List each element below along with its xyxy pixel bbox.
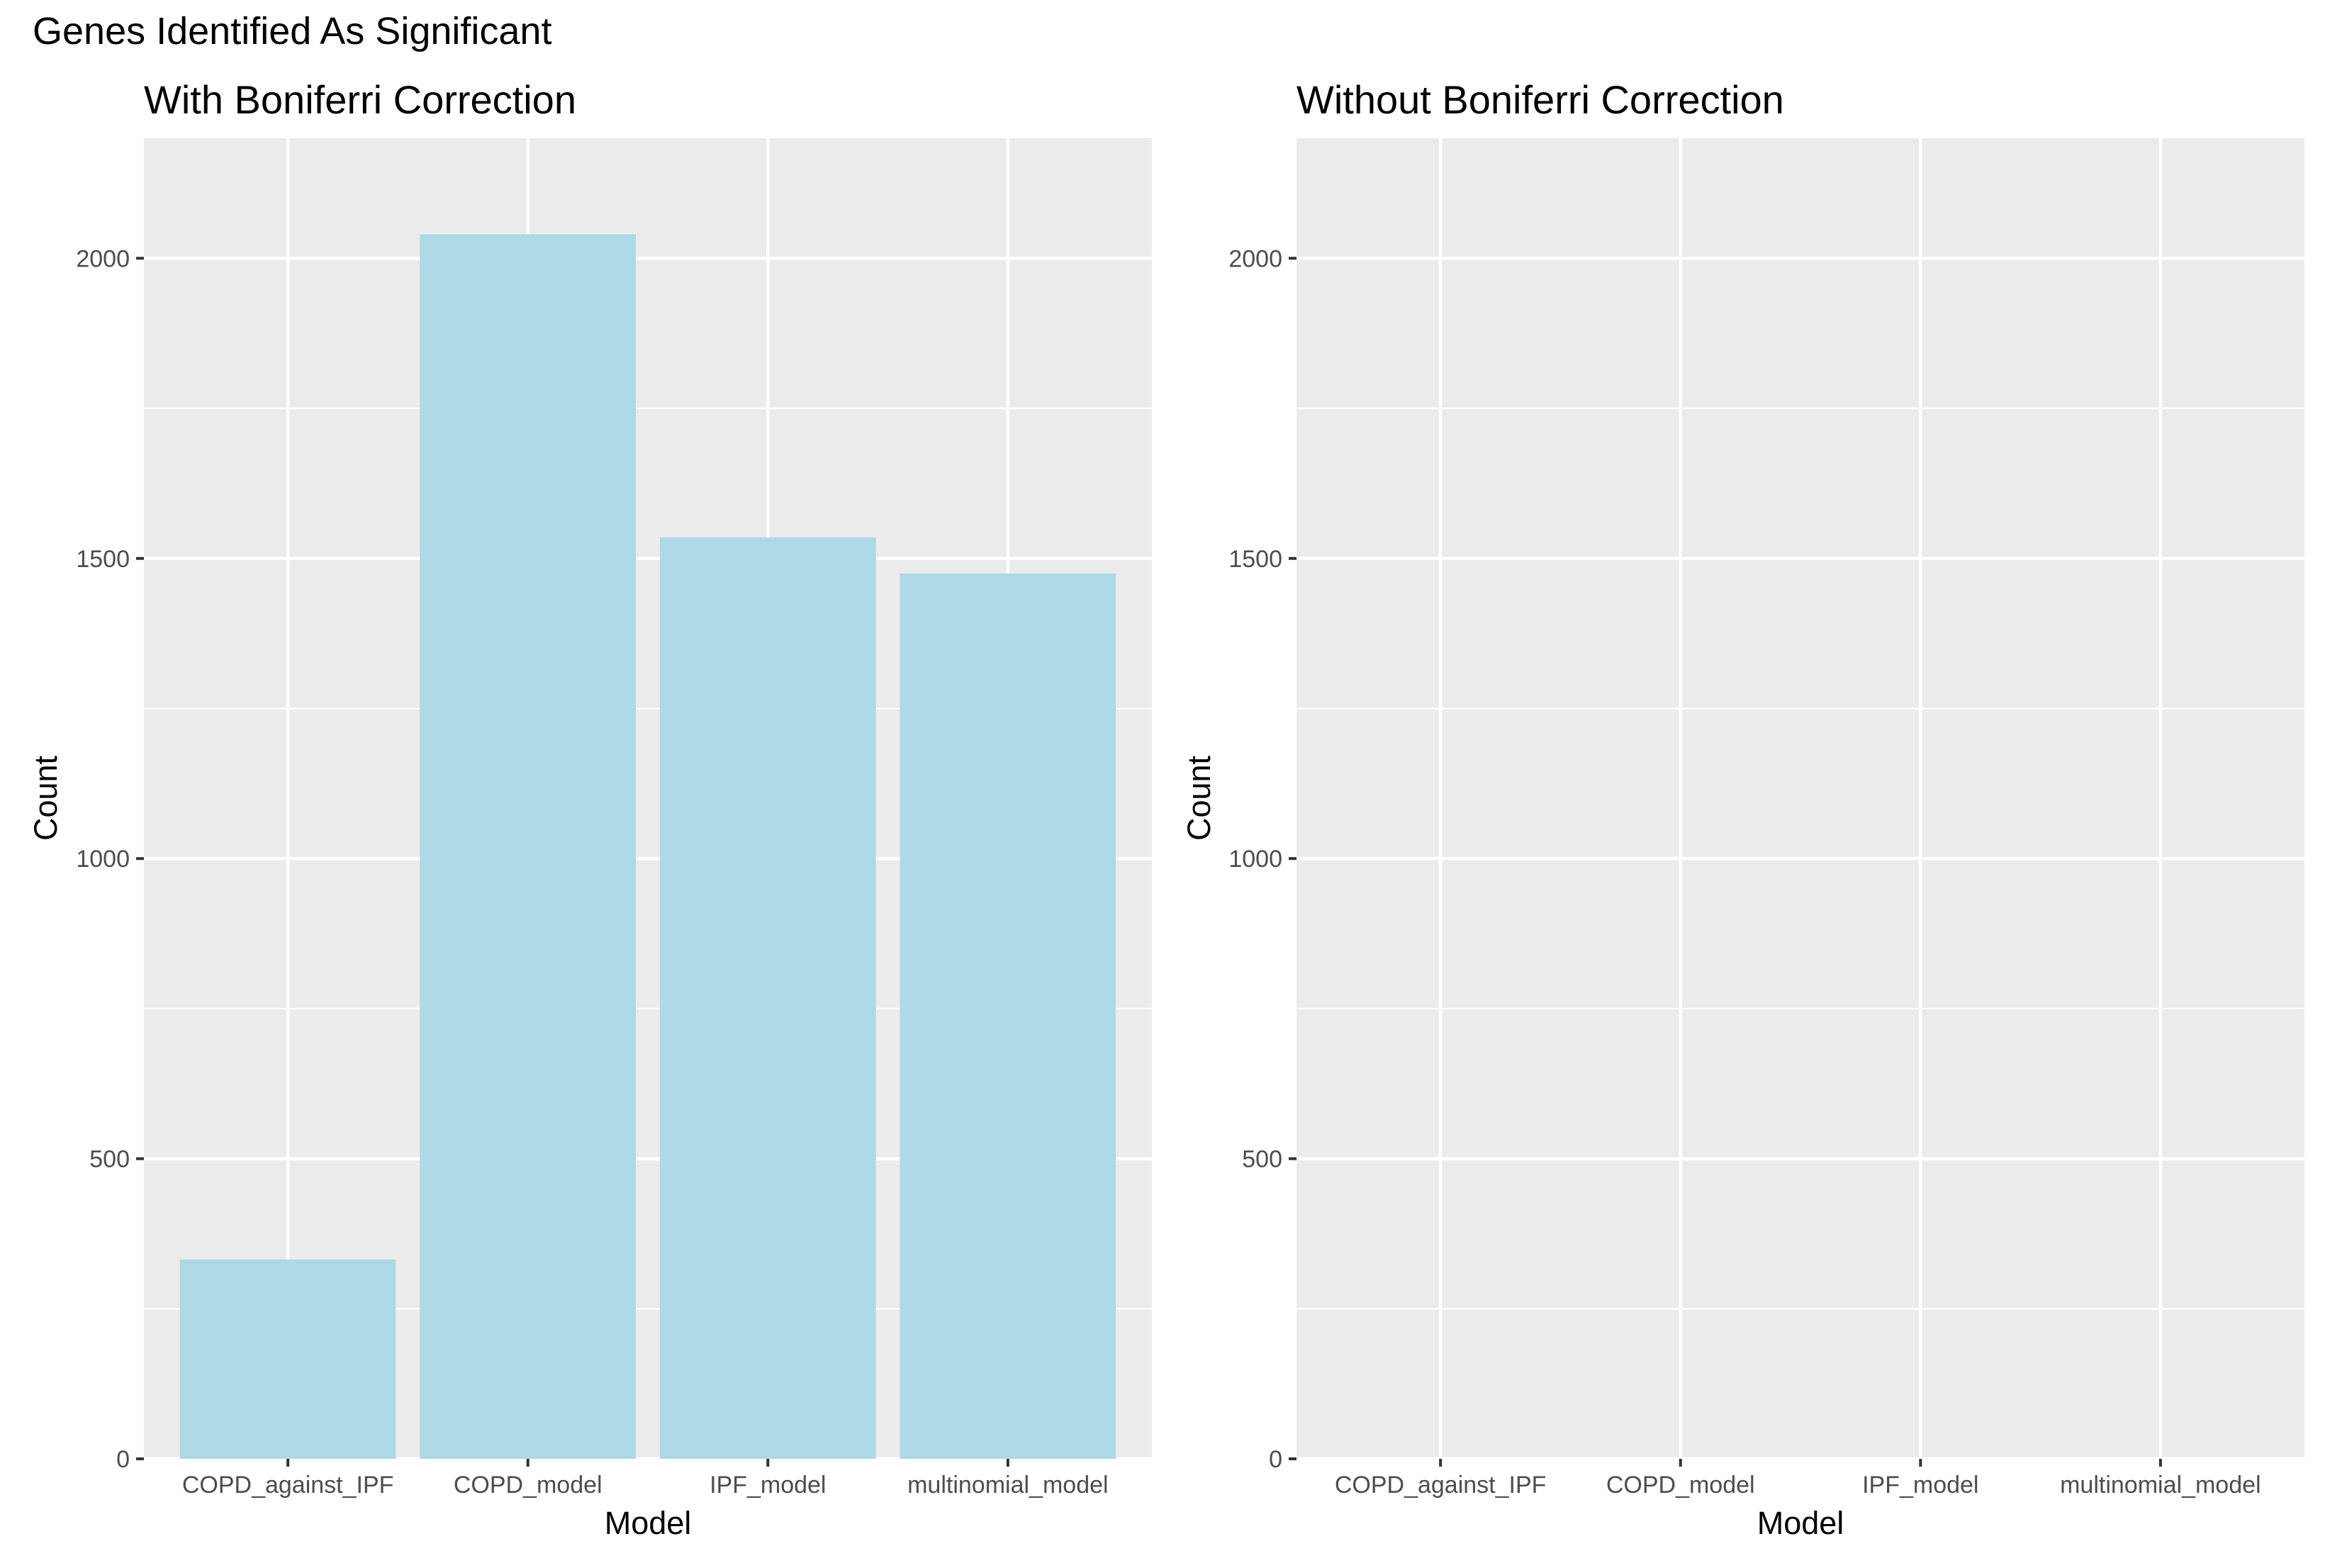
chart-panel-right: 0 500 1000 1500 2000 COPD_against_IPF COPD_mo… (1181, 77, 2304, 1541)
y-tick-label: 2000 (76, 245, 130, 272)
axis-ticks (136, 257, 1009, 1467)
y-tick-label: 1000 (1228, 846, 1282, 873)
x-tick-label: COPD_against_IPF (1335, 1472, 1547, 1499)
major-gridlines (1296, 138, 2304, 1461)
chart-panel-left: 0 500 1000 1500 2000 COPD_against_IPF COPD_mo… (28, 77, 1152, 1541)
y-tick-labels: 0 500 1000 1500 2000 (76, 245, 130, 1473)
y-tick-label: 1500 (76, 546, 130, 573)
x-tick-label: IPF_model (710, 1472, 826, 1499)
bar-COPD_against_IPF (179, 1259, 396, 1459)
x-tick-label: COPD_model (454, 1472, 603, 1499)
figure-title: Genes Identified As Significant (33, 10, 551, 52)
y-tick-label: 2000 (1228, 245, 1282, 272)
x-tick-label: COPD_against_IPF (182, 1472, 394, 1499)
bar-COPD_model (420, 234, 637, 1459)
x-tick-label: multinomial_model (2060, 1472, 2261, 1499)
panel-title: Without Boniferri Correction (1296, 77, 1784, 122)
axis-ticks (1289, 257, 2162, 1467)
minor-gridlines (1296, 407, 2304, 1310)
x-tick-labels: COPD_against_IPF COPD_model IPF_model multi… (1335, 1472, 2261, 1499)
y-axis-title: Count (1181, 755, 1217, 841)
y-tick-label: 0 (116, 1446, 130, 1473)
y-tick-label: 500 (1242, 1146, 1282, 1173)
x-axis-title: Model (605, 1505, 692, 1541)
x-axis-title: Model (1757, 1505, 1844, 1541)
bar-multinomial_model (900, 573, 1116, 1460)
y-tick-labels: 0 500 1000 1500 2000 (1228, 245, 1282, 1473)
bars (179, 234, 1116, 1460)
x-tick-label: COPD_model (1606, 1472, 1755, 1499)
y-tick-label: 0 (1269, 1446, 1282, 1473)
x-tick-label: IPF_model (1862, 1472, 1978, 1499)
panel-background (1296, 138, 2304, 1459)
x-tick-label: multinomial_model (907, 1472, 1108, 1499)
panel-title: With Boniferri Correction (144, 77, 576, 122)
y-tick-label: 500 (89, 1146, 130, 1173)
bar-IPF_model (659, 537, 876, 1460)
y-tick-label: 1500 (1228, 546, 1282, 573)
y-axis-title: Count (28, 755, 64, 841)
y-tick-label: 1000 (76, 846, 130, 873)
x-tick-labels: COPD_against_IPF COPD_model IPF_model multi… (182, 1472, 1109, 1499)
